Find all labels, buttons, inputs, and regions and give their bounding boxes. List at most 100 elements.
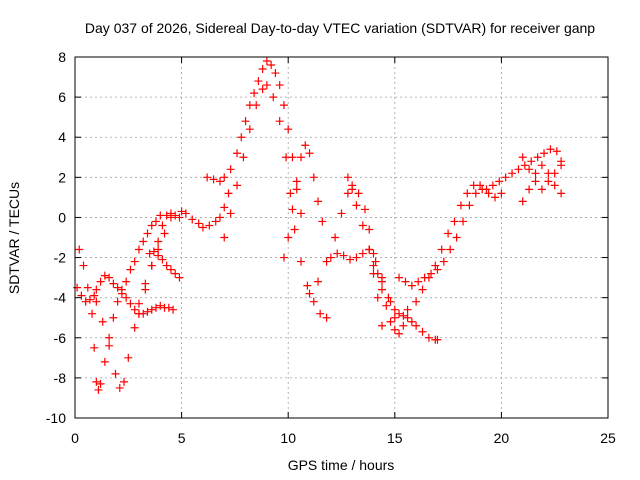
data-point [145, 249, 154, 258]
data-point [424, 273, 433, 282]
data-point [482, 185, 491, 194]
data-layer [73, 57, 566, 394]
data-point [450, 217, 459, 226]
data-point [130, 305, 139, 314]
data-point [518, 197, 527, 206]
data-point [497, 189, 506, 198]
y-tick-label: -6 [54, 330, 67, 346]
data-series-sat-f [203, 57, 305, 218]
data-point [171, 269, 180, 278]
y-tick-label: 8 [58, 49, 66, 65]
data-point [305, 149, 314, 158]
data-point [358, 249, 367, 258]
data-point [452, 233, 461, 242]
data-point [305, 289, 314, 298]
data-point [316, 309, 325, 318]
data-point [520, 161, 529, 170]
data-point [557, 189, 566, 198]
data-point [262, 81, 271, 90]
data-point [226, 209, 235, 218]
y-tick-label: 4 [58, 129, 66, 145]
data-point [220, 173, 229, 182]
data-point [130, 257, 139, 266]
data-point [322, 313, 331, 322]
data-point [369, 269, 378, 278]
data-point [288, 205, 297, 214]
data-point [550, 169, 559, 178]
data-point [126, 299, 135, 308]
data-point [546, 145, 555, 154]
data-point [544, 177, 553, 186]
data-point [77, 291, 86, 300]
data-point [134, 299, 143, 308]
data-point [456, 201, 465, 210]
data-point [158, 221, 167, 230]
data-point [414, 277, 423, 286]
data-point [284, 125, 293, 134]
data-point [337, 209, 346, 218]
data-series-sat-g [220, 81, 331, 322]
data-point [122, 277, 131, 286]
data-point [427, 269, 436, 278]
data-point [296, 209, 305, 218]
data-point [386, 297, 395, 306]
data-point [378, 285, 387, 294]
x-tick-label: 25 [600, 430, 616, 446]
data-point [160, 229, 169, 238]
data-point [115, 383, 124, 392]
data-point [124, 353, 133, 362]
data-point [252, 101, 261, 110]
data-point [373, 293, 382, 302]
data-point [177, 207, 186, 216]
data-point [407, 317, 416, 326]
data-point [501, 173, 510, 182]
y-tick-label: -4 [54, 290, 67, 306]
data-point [292, 185, 301, 194]
data-point [267, 61, 276, 70]
data-series-sat-l [369, 261, 442, 344]
data-point [533, 153, 542, 162]
data-point [360, 205, 369, 214]
data-point [484, 189, 493, 198]
data-point [215, 177, 224, 186]
data-point [205, 221, 214, 230]
data-point [463, 189, 472, 198]
data-point [269, 93, 278, 102]
data-point [275, 81, 284, 90]
data-point [250, 89, 259, 98]
data-point [279, 101, 288, 110]
data-point [365, 245, 374, 254]
x-tick-label: 15 [387, 430, 403, 446]
x-axis-title: GPS time / hours [288, 457, 395, 473]
data-point [105, 341, 114, 350]
data-point [403, 313, 412, 322]
data-point [73, 283, 82, 292]
data-series-sat-k [343, 173, 387, 330]
data-point [439, 257, 448, 266]
data-point [343, 189, 352, 198]
data-point [194, 219, 203, 228]
data-point [156, 301, 165, 310]
data-point [92, 377, 101, 386]
data-point [113, 283, 122, 292]
data-point [286, 189, 295, 198]
data-point [75, 245, 84, 254]
data-point [279, 253, 288, 262]
data-point [143, 229, 152, 238]
data-point [154, 251, 163, 260]
data-point [169, 305, 178, 314]
data-point [209, 175, 218, 184]
data-point [154, 237, 163, 246]
data-point [412, 297, 421, 306]
data-point [96, 379, 105, 388]
data-point [224, 189, 233, 198]
data-point [531, 169, 540, 178]
data-point [346, 255, 355, 264]
data-point [550, 181, 559, 190]
data-point [290, 225, 299, 234]
x-tick-label: 20 [494, 430, 510, 446]
data-point [141, 285, 150, 294]
data-point [239, 153, 248, 162]
data-point [508, 169, 517, 178]
